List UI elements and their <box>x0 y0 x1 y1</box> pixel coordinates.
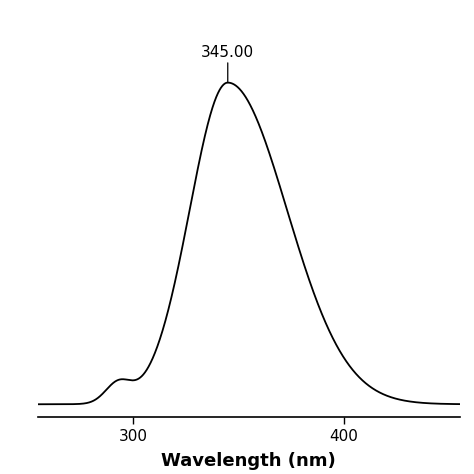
X-axis label: Wavelength (nm): Wavelength (nm) <box>162 452 336 470</box>
Text: 345.00: 345.00 <box>201 45 255 82</box>
